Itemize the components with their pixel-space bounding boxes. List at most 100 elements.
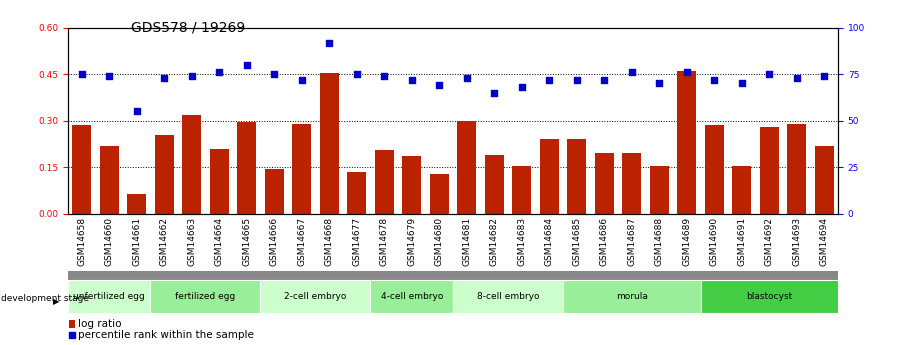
Text: GSM14683: GSM14683: [517, 217, 526, 266]
Text: development stage: development stage: [1, 294, 89, 303]
Text: GSM14690: GSM14690: [709, 217, 718, 266]
Bar: [69, 320, 75, 328]
Bar: [100, 146, 119, 214]
Text: blastocyst: blastocyst: [747, 292, 793, 301]
Text: GSM14686: GSM14686: [600, 217, 609, 266]
Bar: [705, 125, 724, 214]
Text: GSM14687: GSM14687: [627, 217, 636, 266]
Point: [817, 73, 832, 79]
Point: [404, 77, 419, 82]
Text: GSM14678: GSM14678: [380, 217, 389, 266]
Point: [102, 73, 117, 79]
Bar: [759, 127, 779, 214]
Bar: [512, 166, 532, 214]
Bar: [622, 153, 641, 214]
Text: GSM14660: GSM14660: [105, 217, 114, 266]
Bar: [347, 172, 366, 214]
Text: 8-cell embryo: 8-cell embryo: [477, 292, 539, 301]
Text: morula: morula: [616, 292, 648, 301]
Point: [762, 71, 776, 77]
Text: GSM14689: GSM14689: [682, 217, 691, 266]
Point: [707, 77, 721, 82]
Bar: [72, 125, 92, 214]
Text: unfertilized egg: unfertilized egg: [73, 292, 145, 301]
Bar: [265, 169, 284, 214]
Text: GSM14677: GSM14677: [352, 217, 361, 266]
Point: [542, 77, 556, 82]
Text: GSM14658: GSM14658: [77, 217, 86, 266]
Text: GSM14662: GSM14662: [159, 217, 169, 266]
Bar: [374, 150, 394, 214]
Bar: [209, 149, 229, 214]
Text: GSM14688: GSM14688: [655, 217, 664, 266]
Point: [459, 75, 474, 81]
Text: GSM14682: GSM14682: [490, 217, 499, 266]
Text: GSM14664: GSM14664: [215, 217, 224, 266]
Bar: [237, 122, 256, 214]
Text: percentile rank within the sample: percentile rank within the sample: [78, 330, 254, 340]
Point: [212, 70, 226, 75]
Bar: [540, 139, 559, 214]
Bar: [155, 135, 174, 214]
Bar: [485, 155, 504, 214]
Bar: [650, 166, 669, 214]
Text: GSM14693: GSM14693: [792, 217, 801, 266]
Text: ▶: ▶: [53, 297, 59, 306]
Point: [597, 77, 612, 82]
Point: [377, 73, 391, 79]
Bar: [787, 124, 806, 214]
Bar: [732, 166, 751, 214]
Bar: [292, 124, 312, 214]
Point: [157, 75, 171, 81]
Text: GSM14681: GSM14681: [462, 217, 471, 266]
Text: GSM14666: GSM14666: [270, 217, 279, 266]
Text: GSM14668: GSM14668: [324, 217, 333, 266]
Bar: [182, 115, 201, 214]
Text: 2-cell embryo: 2-cell embryo: [284, 292, 347, 301]
Bar: [261, 280, 371, 313]
Point: [735, 81, 749, 86]
Point: [515, 85, 529, 90]
Point: [322, 40, 336, 45]
Point: [267, 71, 282, 77]
Point: [487, 90, 502, 96]
Text: GSM14667: GSM14667: [297, 217, 306, 266]
Text: GSM14679: GSM14679: [407, 217, 416, 266]
Point: [294, 77, 309, 82]
Point: [789, 75, 804, 81]
Bar: [150, 280, 261, 313]
Bar: [814, 146, 834, 214]
Bar: [402, 156, 421, 214]
Bar: [127, 194, 147, 214]
Text: GSM14692: GSM14692: [765, 217, 774, 266]
Point: [432, 82, 447, 88]
Text: GSM14691: GSM14691: [737, 217, 747, 266]
Bar: [567, 139, 586, 214]
Point: [278, 265, 293, 271]
Text: GSM14680: GSM14680: [435, 217, 444, 266]
Bar: [429, 174, 448, 214]
Text: fertilized egg: fertilized egg: [176, 292, 236, 301]
Text: GSM14684: GSM14684: [545, 217, 554, 266]
Text: GDS578 / 19269: GDS578 / 19269: [131, 21, 246, 35]
Text: GSM14665: GSM14665: [242, 217, 251, 266]
Point: [624, 70, 639, 75]
Point: [185, 73, 199, 79]
Bar: [700, 280, 838, 313]
Point: [350, 71, 364, 77]
Text: 4-cell embryo: 4-cell embryo: [381, 292, 443, 301]
Point: [570, 77, 584, 82]
Point: [652, 81, 667, 86]
Point: [74, 71, 89, 77]
Text: GSM14694: GSM14694: [820, 217, 829, 266]
Bar: [453, 280, 563, 313]
Bar: [371, 280, 453, 313]
Bar: [594, 153, 614, 214]
Point: [239, 62, 254, 68]
Bar: [563, 280, 700, 313]
Bar: [320, 72, 339, 214]
Bar: [677, 71, 697, 214]
Point: [130, 109, 144, 114]
Bar: [68, 280, 150, 313]
Bar: [458, 121, 477, 214]
